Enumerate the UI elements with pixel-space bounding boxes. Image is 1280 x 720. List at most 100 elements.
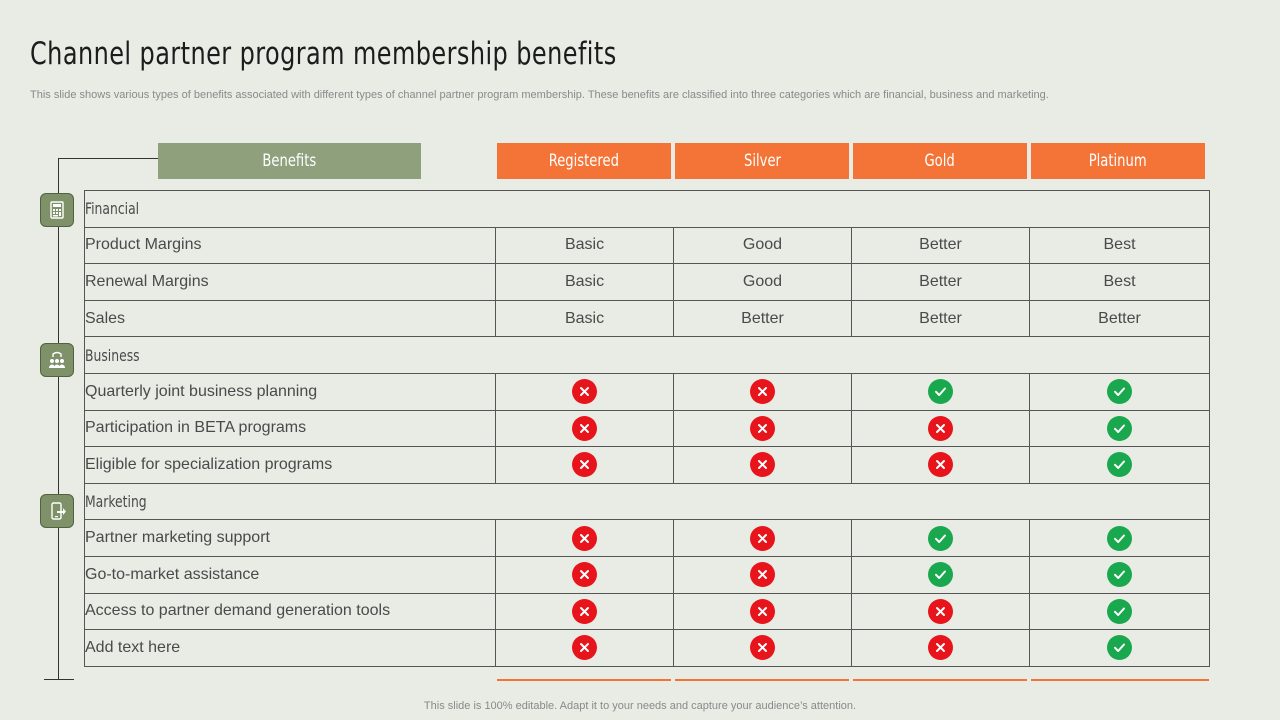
cross-icon [750,452,775,478]
cross-icon [750,525,775,551]
benefit-status-cell [673,446,852,484]
benefit-value-cell: Basic [495,263,674,301]
cross-icon [928,598,953,624]
benefit-status-cell [495,446,674,484]
cross-icon [572,598,597,624]
benefit-status-cell [851,592,1030,631]
cross-icon [572,562,597,588]
table-row: Add text here [84,629,1211,667]
benefit-status-cell [1028,555,1211,594]
table-row: Quarterly joint business planning [84,372,1211,411]
benefit-status-cell [673,409,852,448]
accent-registered [497,679,671,681]
row-label: Access to partner demand generation tool… [84,592,496,631]
benefit-status-cell [495,629,674,667]
table-row: Renewal Margins Basic Good Better Best [84,263,1211,301]
benefit-value-cell: Better [851,263,1030,301]
benefit-value-cell: Best [1028,263,1211,301]
cross-icon [750,562,775,588]
benefit-status-cell [673,629,852,667]
category-row: Marketing [83,482,1211,521]
page-title: Channel partner program membership benef… [30,36,617,72]
check-icon [1107,635,1132,661]
cross-icon [928,635,953,661]
row-label: Partner marketing support [84,519,496,557]
table-row: Sales Basic Better Better Better [84,299,1211,338]
cross-icon [928,415,953,441]
benefits-column-header: Benefits [158,143,421,179]
category-label: Business [83,336,1211,374]
row-label: Product Margins [84,226,496,265]
check-icon [1107,525,1132,551]
mobile-share-icon [40,494,74,528]
benefit-status-cell [1028,629,1211,667]
benefit-status-cell [495,372,674,411]
timeline-end [44,679,74,680]
tier-header-silver: Silver [675,143,849,179]
benefit-status-cell [495,409,674,448]
category-row: Business [83,336,1211,374]
benefit-status-cell [673,555,852,594]
cross-icon [572,415,597,441]
row-label: Eligible for specialization programs [84,446,496,484]
table-row: Participation in BETA programs [84,409,1211,448]
benefit-status-cell [851,409,1030,448]
benefit-status-cell [673,519,852,557]
cross-icon [928,452,953,478]
benefit-status-cell [851,629,1030,667]
benefit-status-cell [1028,409,1211,448]
row-label: Renewal Margins [84,263,496,301]
table-row: Eligible for specialization programs [84,446,1211,484]
page-subtitle: This slide shows various types of benefi… [30,89,1049,101]
benefit-status-cell [851,555,1030,594]
cross-icon [750,598,775,624]
cross-icon [750,379,775,405]
calculator-icon [40,193,74,227]
check-icon [1107,598,1132,624]
row-label: Participation in BETA programs [84,409,496,448]
benefit-status-cell [495,592,674,631]
cross-icon [572,525,597,551]
table-row: Access to partner demand generation tool… [84,592,1211,631]
footer-note: This slide is 100% editable. Adapt it to… [423,700,857,712]
benefit-status-cell [1028,446,1211,484]
benefits-table: Financial Product Margins Basic Good Better B… [83,190,1211,667]
category-label: Financial [83,190,1211,228]
benefit-value-cell: Basic [495,299,674,338]
benefit-value-cell: Better [673,299,852,338]
check-icon [928,562,953,588]
benefit-value-cell: Basic [495,226,674,265]
benefit-status-cell [495,555,674,594]
benefit-value-cell: Better [851,299,1030,338]
tier-header-registered: Registered [497,143,671,179]
cross-icon [572,635,597,661]
cross-icon [750,635,775,661]
benefit-status-cell [495,519,674,557]
benefit-status-cell [1028,519,1211,557]
check-icon [928,379,953,405]
check-icon [1107,415,1132,441]
check-icon [1107,452,1132,478]
benefit-status-cell [1028,372,1211,411]
tier-header-platinum: Platinum [1031,143,1205,179]
accent-platinum [1031,679,1209,681]
timeline-connector [58,158,158,159]
row-label: Add text here [84,629,496,667]
tier-header-gold: Gold [853,143,1027,179]
benefit-value-cell: Best [1028,226,1211,265]
check-icon [1107,379,1132,405]
cross-icon [750,415,775,441]
row-label: Go-to-market assistance [84,555,496,594]
benefit-status-cell [673,592,852,631]
benefit-value-cell: Good [673,226,852,265]
check-icon [1107,562,1132,588]
benefit-status-cell [851,372,1030,411]
benefit-status-cell [851,519,1030,557]
benefit-status-cell [673,372,852,411]
benefit-value-cell: Better [1028,299,1211,338]
check-icon [928,525,953,551]
accent-silver [675,679,849,681]
category-label: Marketing [83,482,1211,521]
team-icon [40,343,74,377]
row-label: Quarterly joint business planning [84,372,496,411]
